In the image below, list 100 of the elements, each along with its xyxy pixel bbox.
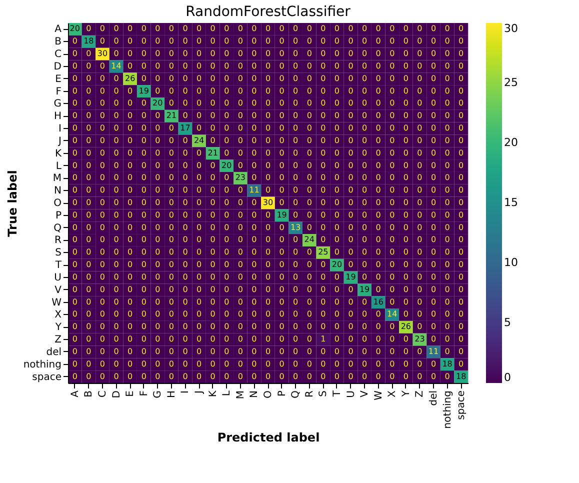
data-label: 0 (86, 297, 92, 306)
data-label: 0 (252, 260, 257, 270)
data-label: 0 (114, 49, 119, 58)
data-label: 0 (86, 24, 92, 34)
data-label: 0 (238, 186, 243, 195)
data-label: 0 (265, 160, 271, 170)
data-label: 0 (252, 322, 257, 332)
data-label: 0 (403, 222, 408, 232)
data-label: 0 (196, 310, 202, 319)
data-label: 0 (252, 124, 257, 133)
data-label: 0 (458, 346, 464, 356)
data-label: 0 (334, 136, 340, 145)
y-tick-label: K (54, 148, 62, 160)
data-label: 0 (155, 222, 160, 232)
data-label: 0 (114, 111, 119, 120)
data-label: 0 (444, 260, 450, 270)
data-label: 0 (458, 260, 464, 270)
color-bar-label: 30 (504, 22, 518, 35)
data-label: 0 (114, 124, 119, 133)
data-label: 0 (334, 272, 340, 282)
data-label: 0 (306, 160, 312, 170)
data-label: 0 (320, 98, 326, 108)
data-label: 0 (348, 98, 354, 108)
data-label: 0 (224, 359, 230, 368)
data-label: 0 (86, 74, 92, 83)
data-label: 0 (320, 24, 326, 34)
data-label: 0 (72, 210, 78, 220)
data-label: 0 (293, 272, 298, 282)
data-label: 0 (348, 160, 354, 170)
y-tick-label: G (54, 98, 62, 110)
data-label: 0 (141, 235, 146, 244)
data-label: 19 (276, 210, 287, 220)
data-label: 0 (86, 49, 92, 58)
data-label: 0 (444, 61, 450, 70)
data-label: 0 (100, 148, 106, 158)
x-tick-label: I (180, 390, 192, 394)
data-label: 19 (359, 284, 370, 294)
data-label: 0 (348, 260, 354, 270)
y-tick-label: D (54, 61, 62, 72)
data-label: 0 (114, 272, 119, 282)
data-label: 0 (210, 186, 216, 195)
data-label: 0 (293, 74, 298, 83)
data-label: 17 (180, 124, 190, 133)
data-label: 0 (390, 148, 395, 158)
data-label: 0 (141, 222, 146, 232)
data-label: 0 (376, 310, 381, 319)
data-label: 0 (265, 148, 271, 158)
data-label: 0 (348, 210, 354, 220)
data-label: 0 (100, 346, 106, 356)
y-tick-label: Y (54, 322, 62, 334)
data-label: 0 (306, 24, 312, 34)
data-label: 0 (128, 148, 133, 158)
data-label: 0 (293, 86, 298, 96)
data-label: 0 (210, 297, 216, 306)
data-label: 0 (252, 210, 257, 220)
data-label: 0 (252, 36, 257, 46)
data-label: 0 (182, 272, 188, 282)
y-tick-label: S (55, 248, 62, 259)
data-label: 0 (403, 346, 408, 356)
data-label: 0 (403, 173, 408, 182)
data-label: 0 (238, 346, 243, 356)
data-label: 0 (265, 124, 271, 133)
data-label: 0 (403, 334, 408, 344)
data-label: 0 (72, 86, 78, 96)
data-label: 0 (182, 359, 188, 368)
data-label: 0 (72, 61, 78, 70)
data-label: 0 (141, 359, 146, 368)
data-label: 0 (293, 173, 298, 182)
data-label: 0 (100, 272, 106, 282)
data-label: 0 (348, 248, 354, 257)
data-label: 0 (196, 49, 202, 58)
data-label: 0 (196, 272, 202, 282)
data-label: 0 (168, 61, 174, 70)
data-label: 0 (210, 49, 216, 58)
data-label: 0 (86, 173, 92, 182)
data-label: 0 (376, 173, 381, 182)
data-label: 0 (86, 322, 92, 332)
data-label: 0 (128, 24, 133, 34)
data-label: 0 (196, 260, 202, 270)
data-label: 0 (444, 198, 450, 207)
data-label: 0 (155, 49, 160, 58)
data-label: 0 (238, 284, 243, 294)
data-label: 0 (306, 86, 312, 96)
data-label: 0 (306, 173, 312, 182)
data-label: 0 (320, 260, 326, 270)
data-label: 0 (417, 86, 422, 96)
data-label: 0 (238, 260, 243, 270)
data-label: 0 (362, 198, 368, 207)
data-label: 0 (279, 36, 284, 46)
y-tick-label: B (54, 36, 62, 48)
data-label: 0 (196, 210, 202, 220)
data-label: 0 (238, 61, 243, 70)
data-label: 0 (320, 61, 326, 70)
data-label: 0 (155, 284, 160, 294)
data-label: 0 (196, 111, 202, 120)
data-label: 0 (279, 136, 284, 145)
data-label: 0 (210, 173, 216, 182)
data-label: 0 (100, 334, 106, 344)
data-label: 0 (168, 24, 174, 34)
data-label: 0 (100, 210, 106, 220)
